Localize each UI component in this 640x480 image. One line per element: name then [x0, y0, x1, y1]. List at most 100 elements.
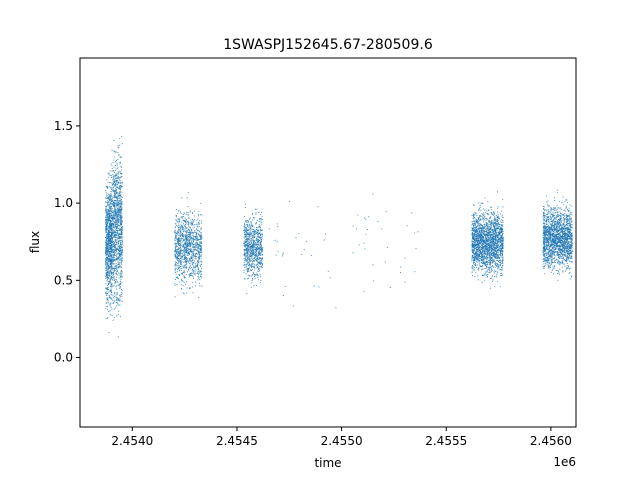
scatter-point — [260, 243, 261, 245]
scatter-point — [109, 204, 111, 205]
scatter-point — [471, 234, 473, 235]
scatter-point — [117, 224, 119, 226]
scatter-point — [186, 258, 188, 260]
scatter-point — [109, 253, 111, 255]
scatter-point — [117, 284, 119, 286]
scatter-point — [248, 247, 250, 249]
scatter-point — [184, 261, 186, 262]
scatter-point — [258, 237, 260, 239]
scatter-point — [119, 215, 121, 217]
scatter-point — [261, 219, 263, 221]
scatter-point — [107, 241, 109, 243]
scatter-point — [246, 220, 248, 222]
scatter-point — [471, 272, 473, 274]
scatter-point — [106, 297, 108, 299]
scatter-point — [111, 272, 113, 273]
scatter-point — [497, 206, 499, 208]
scatter-point — [187, 249, 188, 251]
scatter-point — [190, 275, 191, 276]
scatter-point — [118, 272, 120, 274]
scatter-point — [246, 224, 248, 225]
scatter-point — [197, 221, 199, 223]
scatter-point — [183, 270, 185, 272]
scatter-point — [256, 232, 258, 234]
scatter-point — [194, 274, 196, 276]
scatter-point — [254, 246, 256, 248]
scatter-point — [484, 245, 486, 247]
scatter-point — [188, 249, 190, 251]
scatter-point — [115, 239, 116, 241]
scatter-point — [489, 266, 491, 268]
scatter-point — [115, 258, 117, 260]
scatter-point — [180, 225, 182, 227]
scatter-point — [113, 300, 115, 302]
scatter-point — [189, 267, 190, 268]
scatter-point — [119, 238, 120, 240]
scatter-point — [256, 237, 258, 239]
scatter-point — [259, 258, 261, 260]
scatter-point — [109, 239, 110, 241]
scatter-point — [116, 164, 118, 166]
scatter-point — [109, 228, 111, 230]
scatter-point — [115, 301, 117, 303]
scatter-point — [182, 230, 184, 232]
scatter-point — [191, 254, 192, 256]
scatter-point — [260, 237, 262, 239]
scatter-point — [119, 186, 121, 188]
scatter-point — [250, 266, 252, 267]
scatter-point — [366, 229, 368, 230]
scatter-point — [502, 256, 504, 258]
scatter-point — [113, 205, 115, 206]
scatter-point — [117, 188, 119, 190]
scatter-point — [196, 261, 198, 263]
scatter-point — [116, 208, 118, 210]
scatter-point — [483, 219, 485, 221]
scatter-point — [177, 243, 179, 245]
scatter-point — [179, 274, 181, 276]
scatter-point — [117, 152, 119, 153]
scatter-point — [501, 250, 502, 252]
scatter-point — [250, 222, 252, 224]
scatter-point — [111, 196, 113, 198]
scatter-point — [105, 292, 107, 294]
scatter-point — [121, 251, 123, 253]
scatter-point — [253, 249, 255, 251]
scatter-point — [491, 220, 493, 222]
scatter-point — [244, 237, 246, 239]
scatter-point — [260, 252, 261, 254]
scatter-point — [483, 233, 485, 235]
scatter-point — [111, 215, 113, 217]
scatter-point — [247, 221, 249, 223]
scatter-point — [179, 234, 181, 236]
scatter-point — [276, 223, 278, 225]
scatter-point — [250, 251, 252, 253]
scatter-point — [497, 260, 498, 262]
scatter-point — [121, 230, 123, 231]
scatter-point — [487, 236, 489, 238]
scatter-point — [253, 217, 255, 219]
scatter-point — [116, 305, 118, 307]
scatter-point — [258, 240, 260, 242]
scatter-point — [249, 231, 251, 233]
scatter-point — [258, 268, 260, 270]
scatter-point — [119, 161, 121, 163]
scatter-point — [199, 244, 201, 246]
scatter-point — [475, 255, 477, 257]
scatter-point — [107, 209, 109, 211]
scatter-point — [486, 231, 488, 233]
scatter-point — [175, 246, 177, 248]
scatter-point — [260, 234, 262, 236]
scatter-point — [189, 263, 191, 265]
scatter-point — [121, 269, 122, 271]
scatter-point — [186, 243, 188, 245]
scatter-point — [250, 264, 252, 266]
scatter-point — [109, 234, 111, 236]
scatter-point — [260, 229, 262, 231]
scatter-point — [199, 264, 201, 266]
scatter-point — [253, 260, 255, 262]
scatter-point — [180, 213, 182, 215]
scatter-point — [252, 245, 254, 247]
scatter-point — [175, 236, 177, 238]
scatter-point — [249, 264, 251, 266]
scatter-point — [491, 277, 493, 279]
